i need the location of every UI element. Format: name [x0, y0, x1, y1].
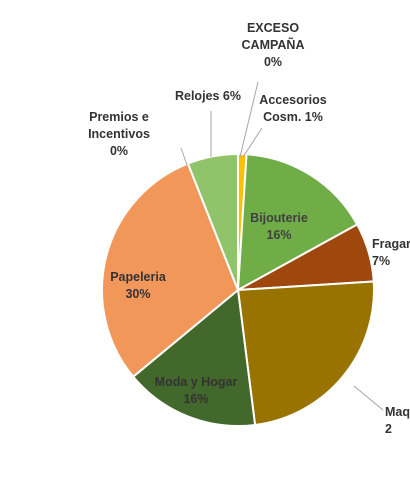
pie-slices — [101, 152, 375, 427]
data-label-premios-e-incentivos: Premios e Incentivos 0% — [88, 110, 150, 158]
data-label-bijouterie: Bijouterie 16% — [250, 211, 308, 242]
slice-moda-y-hogar — [131, 288, 257, 427]
leader-lines — [180, 81, 384, 411]
leader-line-premios-e-incentivos — [180, 147, 188, 166]
leader-line-maquillaje — [353, 385, 384, 411]
data-label-maquillaje: Maq 2 — [385, 405, 410, 436]
data-label-accesorios-cosm: Accesorios Cosm. 1% — [259, 93, 326, 124]
slice-maquillaje — [236, 280, 375, 427]
leader-line-accesorios-cosm — [242, 127, 263, 158]
data-label-exceso-campana: EXCESO CAMPAÑA 0% — [242, 21, 305, 69]
data-label-papeleria: Papeleria 30% — [110, 270, 167, 301]
slice-relojes — [186, 152, 239, 291]
slice-papeleria — [101, 162, 240, 379]
data-label-moda-y-hogar: Moda y Hogar 16% — [155, 375, 238, 406]
slice-labels: EXCESO CAMPAÑA 0% Accesorios Cosm. 1% Bijoute… — [88, 21, 410, 436]
data-label-fragancias: Fragar 7% — [372, 237, 410, 268]
leader-line-exceso-campana — [239, 81, 259, 158]
slice-bijouterie — [236, 153, 359, 292]
data-label-relojes: Relojes 6% — [175, 89, 241, 103]
